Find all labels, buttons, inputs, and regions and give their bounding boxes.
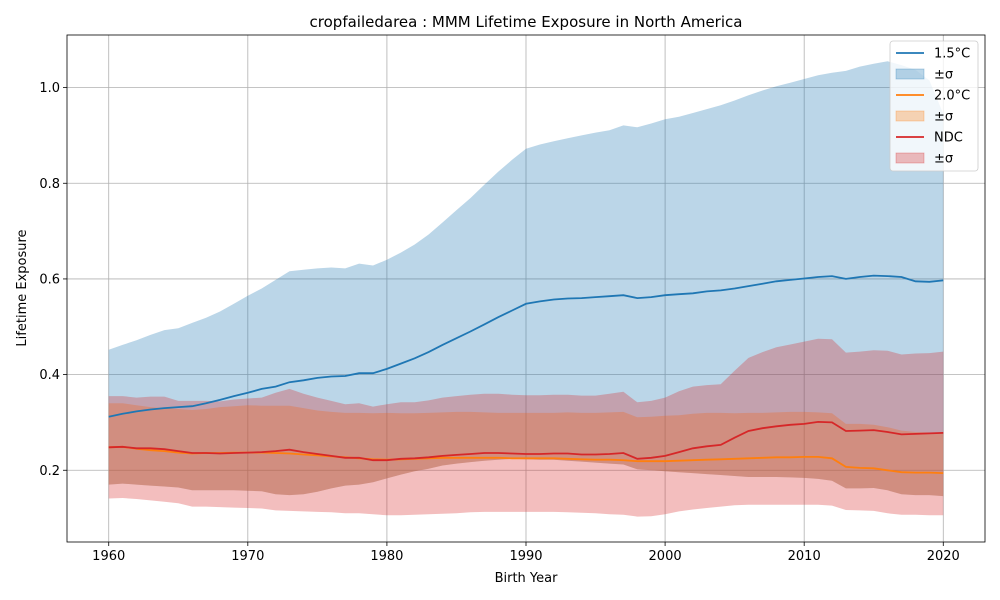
y-axis: 0.2 0.4 0.6 0.8 1.0: [39, 81, 67, 479]
x-tick-label: 2000: [649, 549, 682, 564]
x-axis: 1960 1970 1980 1990 2000 2010 2020: [92, 542, 960, 564]
x-tick-label: 2020: [927, 549, 960, 564]
x-axis-label: Birth Year: [495, 571, 559, 586]
legend-label: ±σ: [934, 152, 953, 167]
x-tick-label: 1970: [231, 549, 264, 564]
x-tick-label: 1990: [509, 549, 542, 564]
grid: [67, 35, 985, 542]
sigma-band-1: [108, 403, 944, 497]
error-bands: [108, 61, 944, 517]
sigma-band-2: [108, 338, 944, 517]
series-line-2: [108, 420, 944, 462]
legend-label: NDC: [934, 131, 963, 146]
x-tick-label: 2010: [788, 549, 821, 564]
legend-label: 2.0°C: [934, 89, 970, 104]
series-lines: [108, 274, 944, 474]
legend-label: 1.5°C: [934, 47, 970, 62]
y-tick-label: 0.8: [39, 177, 60, 192]
legend-band-swatch: [895, 68, 925, 80]
sigma-band-0: [108, 61, 944, 497]
y-tick-label: 1.0: [39, 81, 60, 96]
x-tick-label: 1960: [92, 549, 125, 564]
y-tick-label: 0.4: [39, 368, 60, 383]
legend-label: ±σ: [934, 110, 953, 125]
y-tick-label: 0.2: [39, 464, 60, 479]
y-axis-label: Lifetime Exposure: [15, 229, 30, 346]
legend-label: ±σ: [934, 68, 953, 83]
chart-title: cropfailedarea : MMM Lifetime Exposure i…: [310, 13, 743, 31]
series-line-0: [108, 274, 944, 418]
y-tick-label: 0.6: [39, 272, 60, 287]
x-tick-label: 1980: [370, 549, 403, 564]
legend-box: [889, 40, 979, 172]
legend-band-swatch: [895, 110, 925, 122]
legend: 1.5°C ±σ 2.0°C ±σ NDC ±σ: [889, 40, 979, 172]
legend-band-swatch: [895, 152, 925, 164]
